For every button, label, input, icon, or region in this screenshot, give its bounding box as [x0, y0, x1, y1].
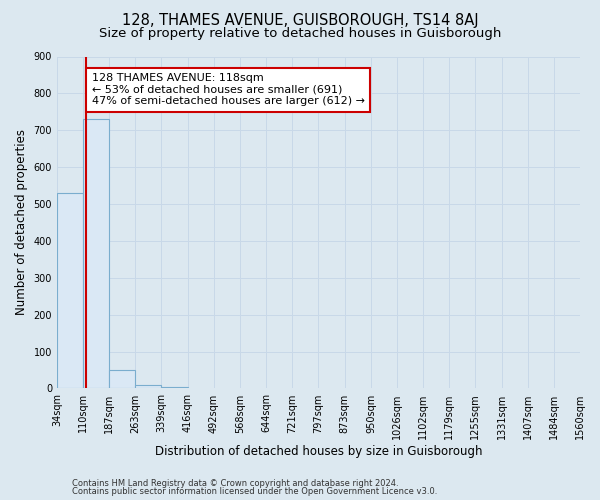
Bar [161, 387, 188, 388]
Text: Contains public sector information licensed under the Open Government Licence v3: Contains public sector information licen… [72, 487, 437, 496]
Y-axis label: Number of detached properties: Number of detached properties [15, 130, 28, 316]
Text: Size of property relative to detached houses in Guisborough: Size of property relative to detached ho… [99, 28, 501, 40]
Bar [136, 385, 161, 388]
X-axis label: Distribution of detached houses by size in Guisborough: Distribution of detached houses by size … [155, 444, 482, 458]
Text: 128, THAMES AVENUE, GUISBOROUGH, TS14 8AJ: 128, THAMES AVENUE, GUISBOROUGH, TS14 8A… [122, 12, 478, 28]
Bar [83, 119, 109, 388]
Bar [109, 370, 136, 388]
Text: 128 THAMES AVENUE: 118sqm
← 53% of detached houses are smaller (691)
47% of semi: 128 THAMES AVENUE: 118sqm ← 53% of detac… [92, 73, 365, 106]
Text: Contains HM Land Registry data © Crown copyright and database right 2024.: Contains HM Land Registry data © Crown c… [72, 478, 398, 488]
Bar [57, 193, 83, 388]
